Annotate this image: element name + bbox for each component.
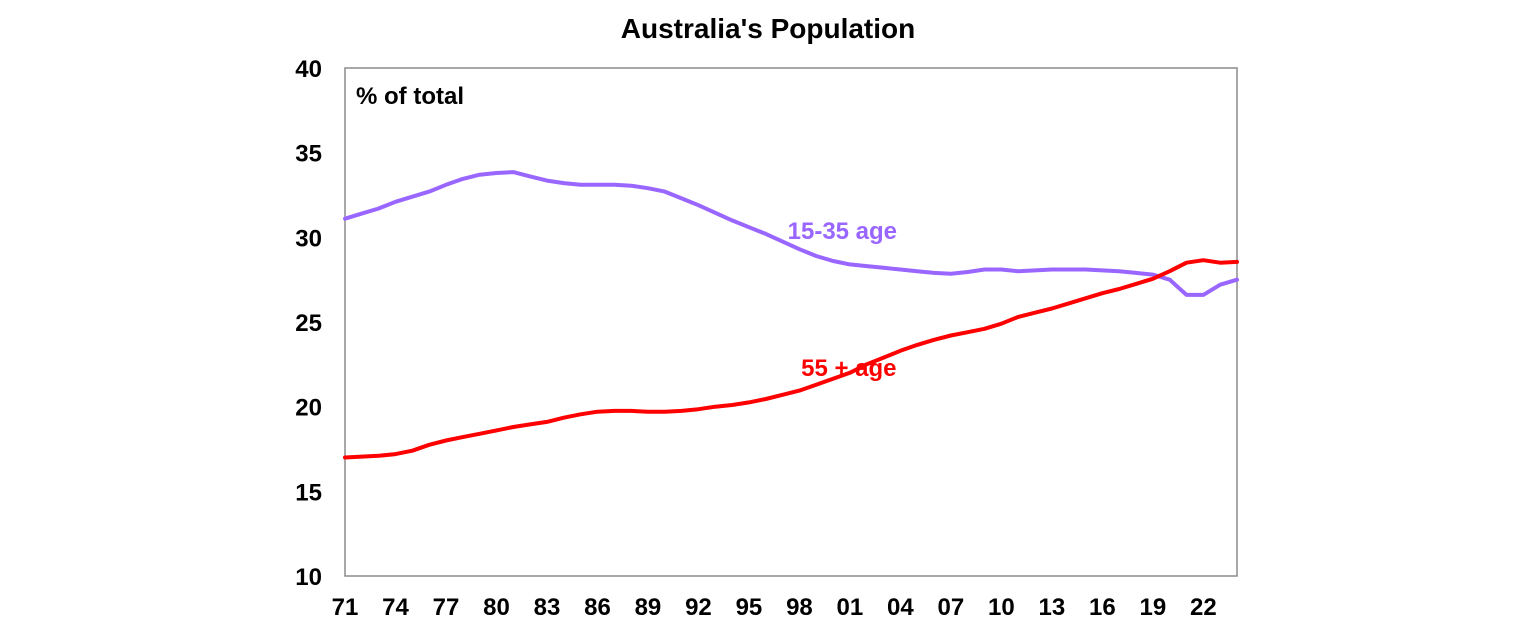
- series-line-1: [343, 258, 1239, 460]
- x-tick-label: 98: [786, 594, 813, 621]
- y-tick-label: 15: [295, 479, 322, 506]
- y-axis-ticks: 10 15 20 25 30 35 40: [295, 56, 322, 591]
- x-tick-label: 13: [1039, 594, 1066, 621]
- x-tick-label: 89: [635, 594, 662, 621]
- x-tick-label: 16: [1089, 594, 1116, 621]
- y-tick-label: 10: [295, 564, 322, 591]
- series-label-1: 55 + age: [801, 355, 896, 382]
- x-tick-label: 71: [332, 594, 359, 621]
- series-lines: [343, 170, 1239, 460]
- y-tick-label: 30: [295, 225, 322, 252]
- x-tick-label: 19: [1139, 594, 1166, 621]
- y-tick-label: 20: [295, 395, 322, 422]
- unit-label: % of total: [356, 83, 464, 110]
- x-tick-label: 07: [938, 594, 965, 621]
- x-tick-label: 80: [483, 594, 510, 621]
- x-tick-label: 01: [837, 594, 864, 621]
- series-label-0: 15-35 age: [788, 218, 897, 245]
- x-axis-ticks: 71 74 77 80 83 86 89 92 95 98 01 04 07 10 13 16 19 22: [332, 594, 1217, 621]
- x-tick-label: 74: [382, 594, 409, 621]
- y-tick-label: 40: [295, 56, 322, 83]
- x-tick-label: 22: [1190, 594, 1217, 621]
- y-tick-label: 25: [295, 310, 322, 337]
- series-labels: 15-35 age 55 + age: [788, 218, 897, 382]
- chart-title: Australia's Population: [621, 13, 915, 44]
- series-line-0: [343, 170, 1239, 297]
- x-tick-label: 83: [534, 594, 561, 621]
- y-tick-label: 35: [295, 141, 322, 168]
- x-tick-label: 95: [736, 594, 763, 621]
- x-tick-label: 10: [988, 594, 1015, 621]
- plot-area-frame: [344, 67, 1238, 577]
- x-tick-label: 04: [887, 594, 914, 621]
- x-tick-label: 92: [685, 594, 712, 621]
- x-tick-label: 77: [433, 594, 460, 621]
- x-tick-label: 86: [584, 594, 611, 621]
